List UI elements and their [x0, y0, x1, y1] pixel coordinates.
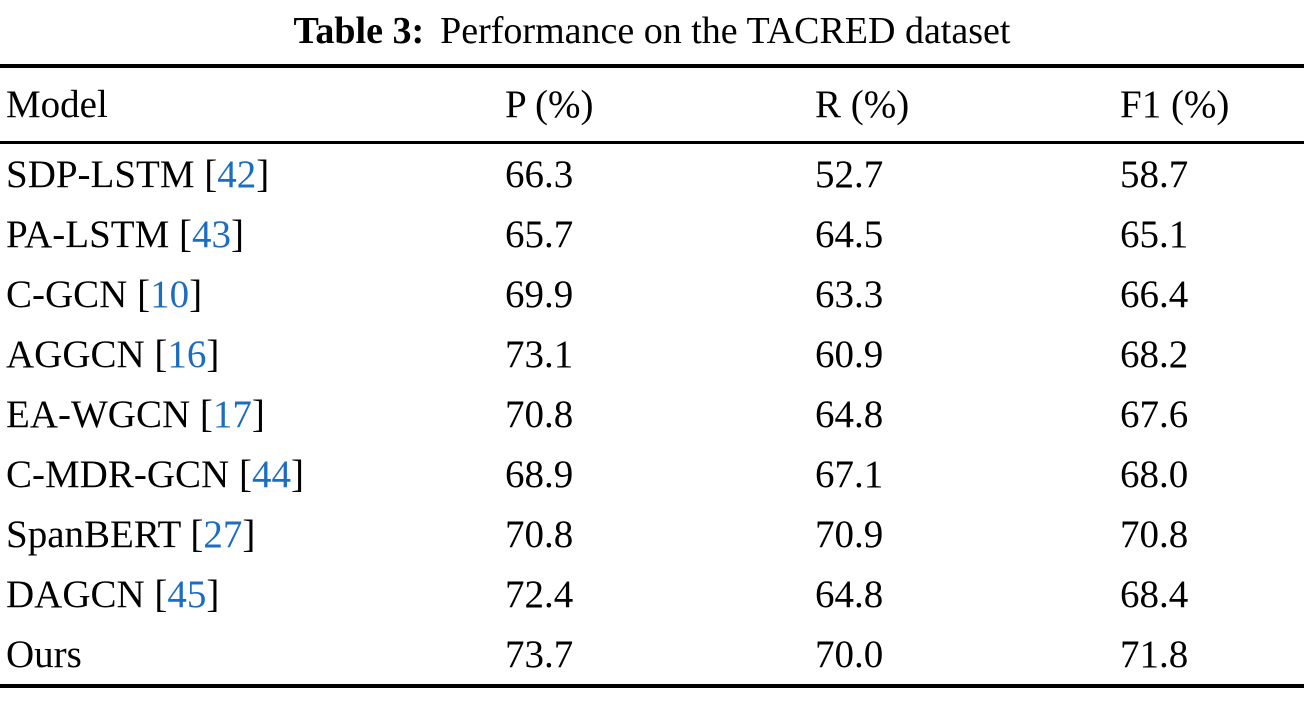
citation-open-bracket: [: [204, 152, 218, 196]
model-cell: EA-WGCN [17]: [0, 384, 505, 444]
column-header-recall: R (%): [815, 66, 1120, 144]
recall-cell: 70.0: [815, 632, 884, 676]
f1-cell: 68.0: [1120, 452, 1189, 496]
table-row: AGGCN [16] 73.1 60.9 68.2: [0, 324, 1304, 384]
recall-cell: 63.3: [815, 272, 884, 316]
table-row: EA-WGCN [17] 70.8 64.8 67.6: [0, 384, 1304, 444]
recall-cell: 64.5: [815, 212, 884, 256]
model-name: SpanBERT: [6, 512, 181, 556]
model-name: PA-LSTM: [6, 212, 170, 256]
caption-label: Table 3:: [293, 10, 425, 52]
model-name: AGGCN: [6, 332, 145, 376]
f1-cell: 71.8: [1120, 632, 1189, 676]
precision-cell: 68.9: [505, 452, 574, 496]
citation-link[interactable]: 44: [251, 452, 291, 496]
citation: [16]: [145, 332, 220, 376]
recall-cell: 64.8: [815, 572, 884, 616]
citation: [10]: [127, 273, 202, 316]
column-header-precision: P (%): [505, 66, 815, 144]
precision-cell: 70.8: [505, 512, 574, 556]
model-cell: PA-LSTM [43]: [0, 204, 505, 264]
f1-cell: 68.4: [1120, 572, 1189, 616]
table-row: Ours 73.7 70.0 71.8: [0, 624, 1304, 686]
citation-open-bracket: [: [179, 212, 193, 256]
precision-cell: 70.8: [505, 392, 574, 436]
citation-close-bracket: ]: [256, 152, 270, 196]
precision-cell: 65.7: [505, 212, 574, 256]
column-header-f1: F1 (%): [1120, 66, 1304, 144]
citation-open-bracket: [: [190, 512, 204, 556]
citation: [43]: [169, 213, 244, 256]
f1-cell: 58.7: [1120, 152, 1189, 196]
citation: [44]: [229, 453, 304, 496]
precision-cell: 73.7: [505, 632, 574, 676]
citation-close-bracket: ]: [189, 272, 203, 316]
precision-cell: 72.4: [505, 572, 574, 616]
citation: [42]: [195, 152, 270, 196]
header-row: Model P (%) R (%) F1 (%): [0, 66, 1304, 144]
results-table: Model P (%) R (%) F1 (%) SDP-LSTM [42] 6…: [0, 64, 1304, 688]
citation-close-bracket: ]: [251, 392, 265, 436]
citation-link[interactable]: 43: [192, 212, 232, 256]
recall-cell: 67.1: [815, 452, 884, 496]
model-name: C-MDR-GCN: [6, 452, 230, 496]
model-cell: C-MDR-GCN [44]: [0, 444, 505, 504]
table-row: PA-LSTM [43] 65.7 64.5 65.1: [0, 204, 1304, 264]
recall-cell: 52.7: [815, 152, 884, 196]
citation: [27]: [181, 512, 256, 556]
citation-close-bracket: ]: [242, 512, 256, 556]
citation: [17]: [190, 393, 265, 436]
citation-link[interactable]: 45: [167, 572, 207, 616]
model-name: SDP-LSTM: [6, 152, 195, 196]
citation-close-bracket: ]: [231, 212, 245, 256]
recall-cell: 60.9: [815, 332, 884, 376]
table-row: C-MDR-GCN [44] 68.9 67.1 68.0: [0, 444, 1304, 504]
model-cell: Ours: [0, 624, 505, 686]
model-name: EA-WGCN: [6, 392, 191, 436]
caption-text: Performance on the TACRED dataset: [440, 10, 1011, 52]
f1-cell: 68.2: [1120, 332, 1189, 376]
citation: [45]: [145, 572, 220, 616]
precision-cell: 73.1: [505, 332, 574, 376]
table-row: C-GCN [10] 69.9 63.3 66.4: [0, 264, 1304, 324]
table-row: SpanBERT [27] 70.8 70.9 70.8: [0, 504, 1304, 564]
precision-cell: 66.3: [505, 152, 574, 196]
precision-cell: 69.9: [505, 272, 574, 316]
model-cell: C-GCN [10]: [0, 264, 505, 324]
table-row: DAGCN [45] 72.4 64.8 68.4: [0, 564, 1304, 624]
citation-link[interactable]: 42: [217, 152, 257, 196]
recall-cell: 70.9: [815, 512, 884, 556]
citation-close-bracket: ]: [206, 572, 220, 616]
citation-open-bracket: [: [238, 452, 252, 496]
table-header: Model P (%) R (%) F1 (%): [0, 66, 1304, 144]
model-cell: DAGCN [45]: [0, 564, 505, 624]
citation-open-bracket: [: [137, 272, 151, 316]
table-caption: Table 3: Performance on the TACRED datase…: [0, 0, 1304, 64]
model-cell: SDP-LSTM [42]: [0, 143, 505, 205]
recall-cell: 64.8: [815, 392, 884, 436]
citation-link[interactable]: 10: [150, 272, 190, 316]
citation-open-bracket: [: [154, 332, 168, 376]
table-row: SDP-LSTM [42] 66.3 52.7 58.7: [0, 143, 1304, 205]
table-body: SDP-LSTM [42] 66.3 52.7 58.7 PA-LSTM [43…: [0, 143, 1304, 687]
model-cell: SpanBERT [27]: [0, 504, 505, 564]
citation-link[interactable]: 27: [203, 512, 243, 556]
model-name: DAGCN: [6, 572, 145, 616]
f1-cell: 66.4: [1120, 272, 1189, 316]
model-cell: AGGCN [16]: [0, 324, 505, 384]
citation-close-bracket: ]: [290, 452, 304, 496]
column-header-model: Model: [0, 66, 505, 144]
citation-close-bracket: ]: [206, 332, 220, 376]
model-name: Ours: [6, 632, 82, 676]
citation-link[interactable]: 17: [212, 392, 252, 436]
citation-open-bracket: [: [199, 392, 213, 436]
f1-cell: 67.6: [1120, 392, 1189, 436]
f1-cell: 70.8: [1120, 512, 1189, 556]
citation-link[interactable]: 16: [167, 332, 207, 376]
citation-open-bracket: [: [154, 572, 168, 616]
model-name: C-GCN: [6, 272, 128, 316]
f1-cell: 65.1: [1120, 212, 1189, 256]
